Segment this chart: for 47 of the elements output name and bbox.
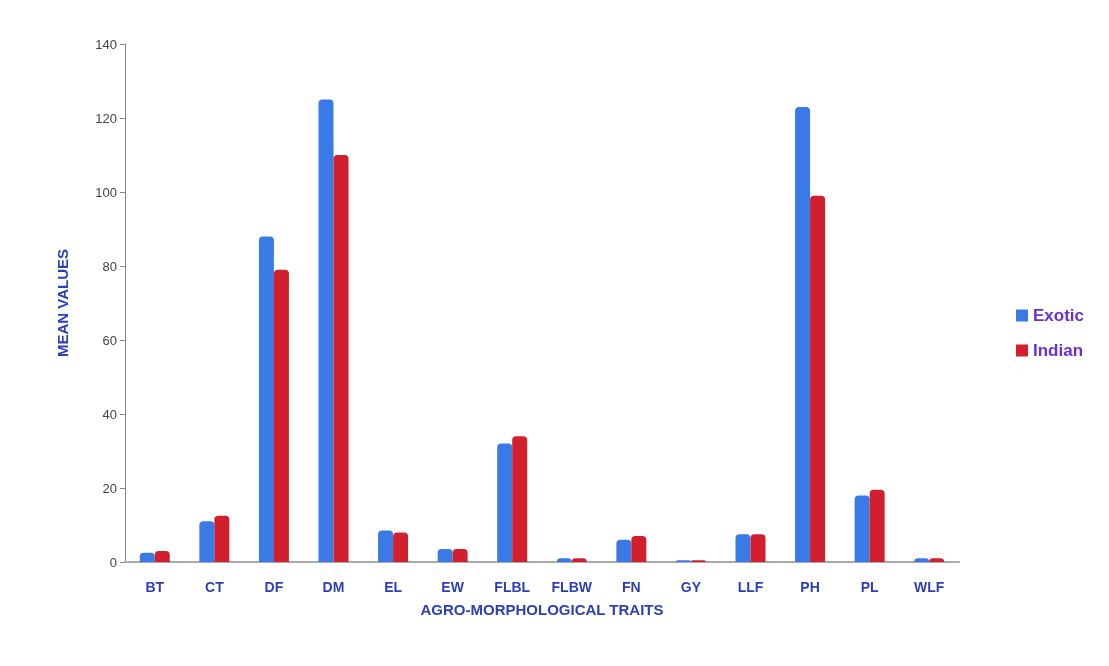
y-tick-label: 60 [102,332,117,348]
y-tick-label: 40 [102,406,117,422]
x-tick-label: EL [384,579,403,595]
bar [497,443,513,562]
x-tick-label: CT [205,579,225,595]
bar [273,269,289,562]
x-tick-label: FN [622,579,641,595]
bar [318,99,334,562]
x-tick-label: EW [441,579,465,595]
x-tick-label: LLF [737,579,764,595]
bar [258,236,274,562]
x-tick-label: GY [680,579,702,595]
y-tick-label: 20 [102,480,117,496]
y-tick-label: 100 [95,184,117,200]
bar [854,495,870,562]
bar [378,530,394,562]
bar [735,534,751,562]
bar [631,536,647,562]
bar [333,155,349,562]
bar [437,549,453,562]
x-tick-label: PH [800,579,820,595]
y-tick-label: 120 [95,110,117,126]
bar [869,489,885,562]
bar [795,106,811,562]
y-tick-label: 140 [95,36,117,52]
bar [616,539,632,562]
bar [199,521,215,562]
y-axis-title: MEAN VALUES [54,248,71,358]
bar [393,532,409,562]
bar [452,549,468,562]
y-tick-label: 0 [109,554,117,570]
bar [154,550,170,562]
x-axis-title: AGRO-MORPHOLOGICAL TRAITS [420,601,664,618]
x-tick-label: FLBW [551,579,593,595]
bar [214,515,230,562]
x-tick-label: DM [322,579,345,595]
x-tick-label: PL [860,579,880,595]
legend-label: Exotic [1032,306,1085,325]
y-tick-label: 80 [102,258,117,274]
bar [810,195,826,562]
x-tick-label: FLBL [494,579,531,595]
x-tick-label: DF [264,579,284,595]
bar [750,534,766,562]
bar [512,436,528,562]
x-tick-label: WLF [914,579,945,595]
legend-label: Indian [1032,341,1084,360]
x-tick-label: BT [145,579,165,595]
